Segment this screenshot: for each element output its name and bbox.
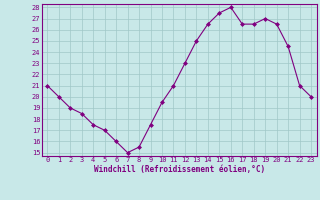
X-axis label: Windchill (Refroidissement éolien,°C): Windchill (Refroidissement éolien,°C) <box>94 165 265 174</box>
